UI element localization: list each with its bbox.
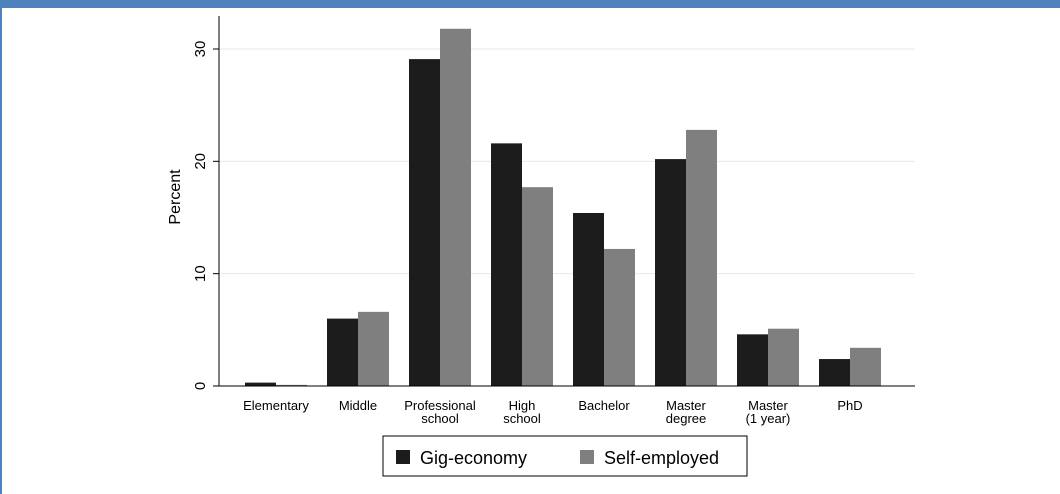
legend-label: Self-employed — [604, 448, 719, 468]
y-tick-label: 30 — [192, 41, 209, 58]
y-tick-label: 20 — [192, 153, 209, 170]
bar-self-employed — [850, 347, 881, 386]
bar-self-employed — [604, 248, 635, 386]
bar-self-employed — [768, 328, 799, 386]
bars — [245, 28, 881, 387]
x-category-label: Elementary — [243, 398, 309, 413]
bar-gig-economy — [327, 318, 358, 386]
x-category-label: High — [509, 398, 536, 413]
bar-self-employed — [358, 311, 389, 386]
axes — [213, 16, 915, 387]
gridlines — [219, 48, 915, 275]
bar-gig-economy — [819, 359, 850, 386]
legend-box — [382, 435, 748, 477]
x-category-label: PhD — [837, 398, 862, 413]
x-category-label: degree — [666, 411, 706, 426]
legend-label: Gig-economy — [420, 448, 527, 468]
bar-self-employed — [686, 129, 717, 386]
bar-gig-economy — [655, 159, 686, 386]
bar-gig-economy — [573, 213, 604, 386]
x-category-label: school — [503, 411, 541, 426]
x-category-labels: Elementary Middle ProfessionalschoolHighsc… — [243, 398, 863, 426]
y-axis-title: Percent — [167, 169, 184, 225]
x-category-label: Bachelor — [578, 398, 630, 413]
bar-self-employed — [522, 187, 553, 386]
bar-gig-economy — [245, 382, 276, 386]
y-tick-label: 10 — [192, 265, 209, 282]
legend: Gig-economy Self-employed — [382, 435, 748, 477]
bar-gig-economy — [409, 59, 440, 387]
x-category-label: Middle — [339, 398, 377, 413]
x-category-label: (1 year) — [746, 411, 791, 426]
legend-swatch — [396, 450, 410, 464]
bar-self-employed — [440, 28, 471, 387]
x-category-label: Master — [666, 398, 706, 413]
legend-swatch — [580, 450, 594, 464]
bar-gig-economy — [491, 143, 522, 386]
y-tick-label: 0 — [192, 382, 209, 390]
x-category-label: Professional — [404, 398, 476, 413]
bar-gig-economy — [737, 334, 768, 386]
x-category-label: school — [421, 411, 459, 426]
x-category-label: Master — [748, 398, 788, 413]
y-tick-labels: 0 10 20 30 — [192, 41, 209, 391]
bar-self-employed — [276, 384, 307, 386]
